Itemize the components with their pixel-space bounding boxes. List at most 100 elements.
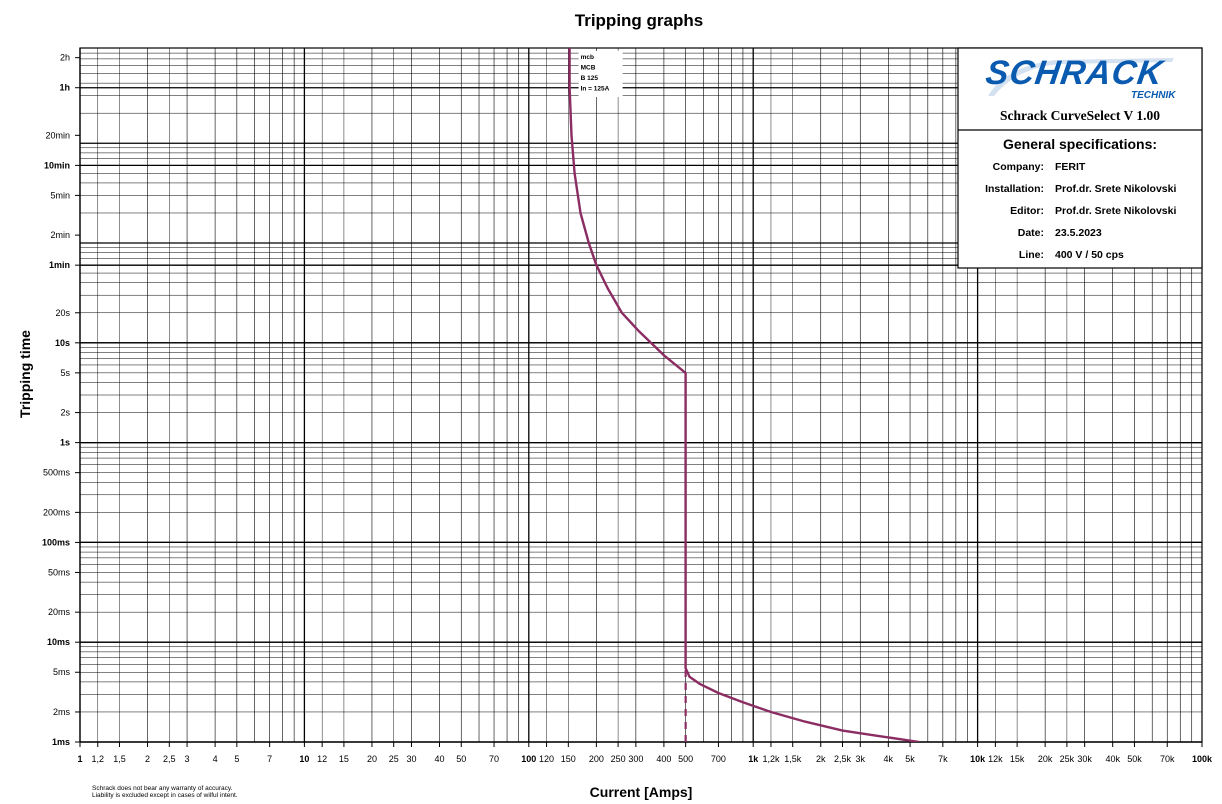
x-tick-label: 120 bbox=[539, 754, 554, 764]
specifications-panel: General specifications: Company: FERIT I… bbox=[958, 130, 1202, 268]
spec-value: Prof.dr. Srete Nikolovski bbox=[1055, 205, 1177, 217]
y-tick-label: 20ms bbox=[48, 607, 71, 617]
spec-row-line: Line: 400 V / 50 cps bbox=[958, 249, 1202, 265]
y-tick-label: 2min bbox=[50, 230, 70, 240]
x-tick-label: 70 bbox=[489, 754, 499, 764]
x-tick-label: 12 bbox=[317, 754, 327, 764]
y-tick-label: 500ms bbox=[43, 468, 71, 478]
disclaimer: Schrack does not bear any warranty of ac… bbox=[92, 785, 238, 799]
y-tick-label: 1min bbox=[49, 260, 70, 270]
x-tick-label: 3 bbox=[185, 754, 190, 764]
x-axis-label: Current [Amps] bbox=[590, 784, 693, 800]
spec-label: Line: bbox=[1018, 249, 1044, 261]
y-tick-label: 1h bbox=[59, 83, 70, 93]
y-tick-label: 10ms bbox=[47, 637, 70, 647]
y-tick-label: 5min bbox=[50, 190, 70, 200]
x-tick-label: 2 bbox=[145, 754, 150, 764]
x-tick-label: 5k bbox=[905, 754, 915, 764]
x-tick-label: 100k bbox=[1192, 754, 1213, 764]
x-tick-label: 10k bbox=[970, 754, 986, 764]
info-panel-frame bbox=[957, 47, 1203, 269]
grid bbox=[79, 47, 1203, 743]
x-tick-label: 7k bbox=[938, 754, 948, 764]
curve-label-line: B 125 bbox=[581, 75, 599, 82]
x-tick-label: 20k bbox=[1038, 754, 1053, 764]
x-tick-label: 15k bbox=[1010, 754, 1025, 764]
y-tick-label: 100ms bbox=[42, 537, 70, 547]
tick-labels: 1 1,2 1,5 2 2,5 3 4 5 7 10 12 15 20 25 30 40 50 70 100 120 1… bbox=[42, 53, 1213, 764]
x-tick-label: 40 bbox=[434, 754, 444, 764]
specs-title: General specifications: bbox=[1002, 136, 1158, 152]
trip-curve-line bbox=[568, 48, 920, 742]
x-tick-label: 1 bbox=[77, 754, 82, 764]
x-tick-label: 100 bbox=[521, 754, 536, 764]
x-tick-label: 400 bbox=[656, 754, 671, 764]
x-tick-label: 1k bbox=[748, 754, 759, 764]
x-tick-label: 30 bbox=[406, 754, 416, 764]
y-tick-label: 5s bbox=[60, 368, 70, 378]
x-tick-label: 2k bbox=[816, 754, 826, 764]
y-tick-label: 50ms bbox=[48, 567, 71, 577]
curve-label-bg bbox=[578, 51, 623, 97]
disclaimer-line-2: Liability is excluded except in cases of… bbox=[92, 792, 238, 799]
spec-label: Company: bbox=[992, 161, 1044, 173]
product-name: Schrack CurveSelect V 1.00 bbox=[1000, 108, 1160, 123]
brand-logo-panel: SCHRACK TECHNIK Schrack CurveSelect V 1.… bbox=[958, 48, 1202, 130]
x-tick-label: 1,2k bbox=[762, 754, 780, 764]
spec-label: Editor: bbox=[1010, 205, 1044, 217]
spec-value: 400 V / 50 cps bbox=[1055, 249, 1124, 261]
x-tick-label: 500 bbox=[678, 754, 693, 764]
x-tick-label: 50k bbox=[1127, 754, 1142, 764]
x-tick-label: 1,2 bbox=[92, 754, 105, 764]
curve-label: mcb MCB B 125 In = 125A bbox=[578, 51, 623, 97]
y-tick-label: 2ms bbox=[53, 707, 71, 717]
x-tick-label: 20 bbox=[367, 754, 377, 764]
y-tick-label: 20min bbox=[45, 130, 70, 140]
x-tick-label: 2,5 bbox=[163, 754, 176, 764]
brand-logo-sub: TECHNIK bbox=[1131, 90, 1176, 101]
spec-row-company: Company: FERIT bbox=[958, 161, 1202, 177]
x-tick-label: 1,5k bbox=[784, 754, 802, 764]
y-tick-label: 200ms bbox=[43, 507, 71, 517]
curve-label-line: mcb bbox=[581, 54, 594, 61]
y-tick-label: 2s bbox=[60, 408, 70, 418]
x-tick-label: 25 bbox=[389, 754, 399, 764]
curve-label-line: MCB bbox=[581, 65, 596, 72]
spec-value: Prof.dr. Srete Nikolovski bbox=[1055, 183, 1177, 195]
x-tick-label: 300 bbox=[628, 754, 643, 764]
y-tick-label: 1ms bbox=[52, 737, 70, 747]
x-tick-label: 70k bbox=[1160, 754, 1175, 764]
y-tick-label: 1s bbox=[60, 438, 70, 448]
spec-row-date: Date: 23.5.2023 bbox=[958, 227, 1202, 243]
x-tick-label: 250 bbox=[611, 754, 626, 764]
spec-value: 23.5.2023 bbox=[1055, 227, 1102, 239]
x-tick-label: 10 bbox=[299, 754, 309, 764]
spec-label: Date: bbox=[1017, 227, 1044, 239]
chart-title: Tripping graphs bbox=[575, 11, 703, 30]
x-tick-label: 50 bbox=[456, 754, 466, 764]
x-tick-label: 40k bbox=[1105, 754, 1120, 764]
y-tick-label: 10s bbox=[55, 338, 70, 348]
x-tick-label: 3k bbox=[856, 754, 866, 764]
y-tick-label: 2h bbox=[60, 53, 70, 63]
disclaimer-line-1: Schrack does not bear any warranty of ac… bbox=[92, 785, 233, 792]
spec-row-editor: Editor: Prof.dr. Srete Nikolovski bbox=[958, 205, 1202, 221]
x-tick-label: 5 bbox=[234, 754, 239, 764]
x-tick-label: 700 bbox=[711, 754, 726, 764]
spec-row-installation: Installation: Prof.dr. Srete Nikolovski bbox=[958, 183, 1202, 199]
y-tick-label: 5ms bbox=[53, 667, 71, 677]
x-tick-label: 4 bbox=[213, 754, 218, 764]
y-tick-label: 10min bbox=[44, 160, 70, 170]
brand-logo: SCHRACK bbox=[983, 54, 1166, 92]
curve-label-line: In = 125A bbox=[581, 86, 610, 93]
spec-value: FERIT bbox=[1055, 161, 1086, 173]
x-tick-label: 2,5k bbox=[834, 754, 852, 764]
logo-swoosh-icon bbox=[988, 58, 1174, 96]
x-tick-label: 7 bbox=[267, 754, 272, 764]
series-layer bbox=[568, 48, 920, 742]
x-tick-label: 12k bbox=[988, 754, 1003, 764]
x-tick-label: 200 bbox=[589, 754, 604, 764]
y-axis-label: Tripping time bbox=[17, 330, 33, 418]
x-tick-label: 4k bbox=[884, 754, 894, 764]
x-tick-label: 1,5 bbox=[113, 754, 126, 764]
